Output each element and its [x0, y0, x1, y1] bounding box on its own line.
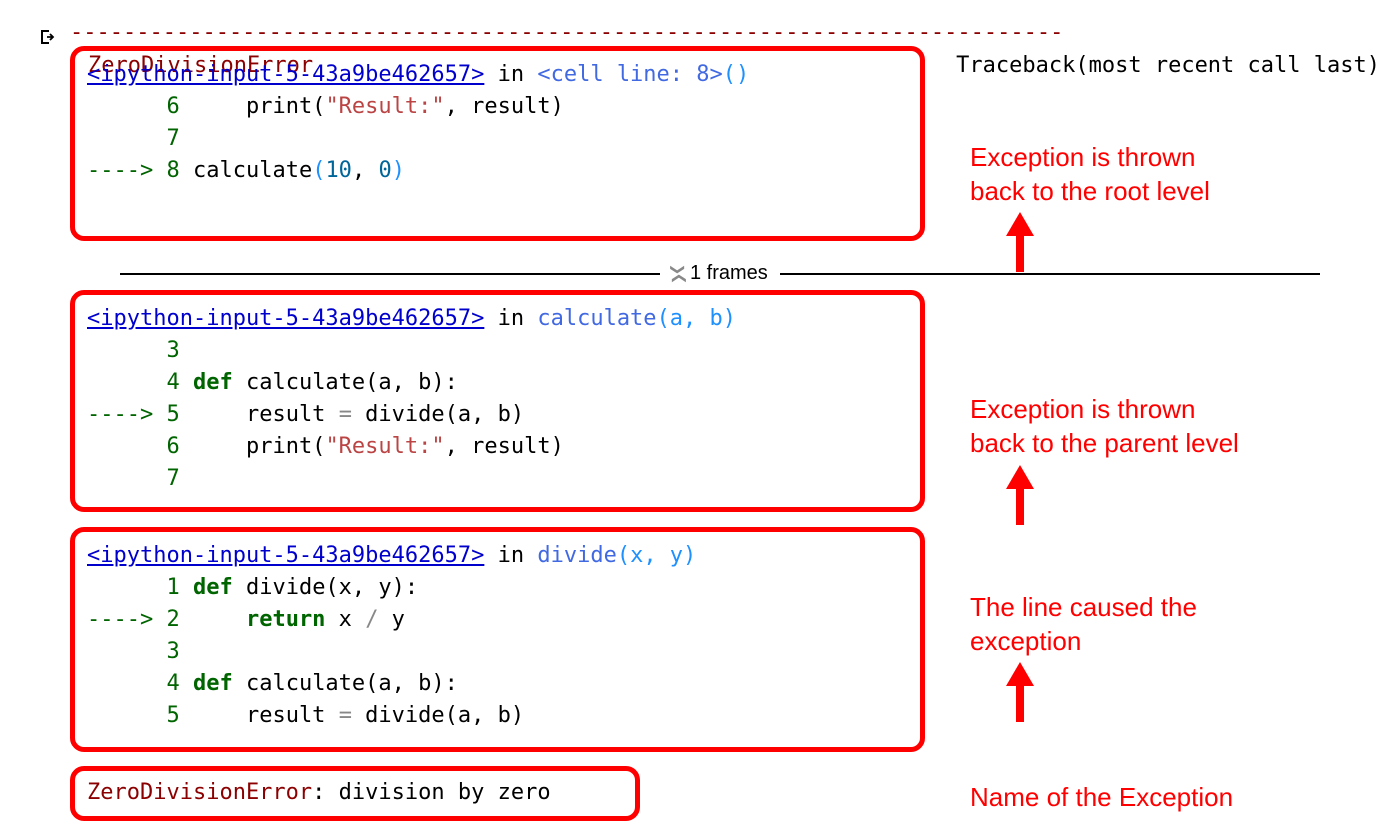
exception-summary: ZeroDivisionError: division by zero — [70, 766, 640, 821]
annotation-name: Name of the Exception — [970, 780, 1233, 814]
frame-parent: <ipython-input-5-43a9be462657> in calcul… — [70, 290, 925, 512]
exception-line: ZeroDivisionError: division by zero — [87, 777, 623, 809]
code-line-5: ----> 5 result = divide(a, b) — [87, 399, 908, 431]
input-link[interactable]: <ipython-input-5-43a9be462657> — [87, 306, 484, 331]
code-line-3: 3 — [87, 636, 908, 668]
frame-root: <ipython-input-5-43a9be462657> in <cell … — [70, 46, 925, 241]
separator-dashes: ----------------------------------------… — [70, 20, 1380, 45]
current-line-arrow: ----> — [87, 402, 166, 427]
arrow-up-icon — [1006, 662, 1034, 722]
recent-call: (most recent call last) — [1075, 53, 1380, 78]
frame-location: <ipython-input-5-43a9be462657> in <cell … — [87, 59, 908, 91]
code-line-3: 3 — [87, 335, 908, 367]
annotation-parent: Exception is thrown back to the parent l… — [970, 392, 1239, 460]
output-arrow-icon — [38, 27, 58, 47]
traceback-label: Traceback — [956, 53, 1075, 78]
code-line-8: ----> 8 calculate(10, 0) — [87, 155, 908, 187]
code-line-4: 4 def calculate(a, b): — [87, 367, 908, 399]
exception-name: ZeroDivisionError — [87, 780, 312, 805]
input-link[interactable]: <ipython-input-5-43a9be462657> — [87, 62, 484, 87]
code-line-6: 6 print("Result:", result) — [87, 431, 908, 463]
current-line-arrow: ----> — [87, 607, 166, 632]
input-link[interactable]: <ipython-input-5-43a9be462657> — [87, 543, 484, 568]
arrow-up-icon — [1006, 465, 1034, 525]
frame-location: <ipython-input-5-43a9be462657> in calcul… — [87, 303, 908, 335]
code-line-7: 7 — [87, 463, 908, 495]
current-line-arrow: ----> — [87, 158, 166, 183]
frame-location: <ipython-input-5-43a9be462657> in divide… — [87, 540, 908, 572]
frames-count: 1 frames — [690, 262, 768, 285]
frames-separator[interactable]: ❯ ❯ 1 frames — [120, 262, 1320, 285]
code-line-2: ----> 2 return x / y — [87, 604, 908, 636]
frame-source: <ipython-input-5-43a9be462657> in divide… — [70, 527, 925, 752]
arrow-up-icon — [1006, 212, 1034, 272]
code-line-6: 6 print("Result:", result) — [87, 91, 908, 123]
code-line-1: 1 def divide(x, y): — [87, 572, 908, 604]
annotation-line: The line caused the exception — [970, 590, 1197, 658]
chevron-collapse-icon: ❯ ❯ — [672, 265, 684, 283]
annotation-root: Exception is thrown back to the root lev… — [970, 140, 1210, 208]
code-line-7: 7 — [87, 123, 908, 155]
code-line-5: 5 result = divide(a, b) — [87, 700, 908, 732]
exception-message: : division by zero — [312, 780, 550, 805]
frames-toggle[interactable]: ❯ ❯ 1 frames — [660, 262, 780, 285]
code-line-4: 4 def calculate(a, b): — [87, 668, 908, 700]
